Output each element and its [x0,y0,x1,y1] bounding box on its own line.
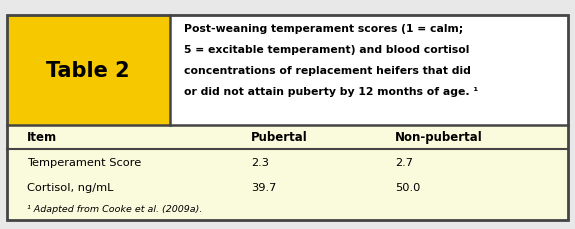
Text: Table 2: Table 2 [47,61,130,81]
Text: 50.0: 50.0 [395,183,420,193]
Text: Pubertal: Pubertal [251,131,308,144]
Bar [7,125,568,220]
Text: 39.7: 39.7 [251,183,277,193]
Text: Post-weaning temperament scores (1 = calm;: Post-weaning temperament scores (1 = cal… [184,24,463,34]
Text: ¹ Adapted from Cooke et al. (2009a).: ¹ Adapted from Cooke et al. (2009a). [27,204,202,213]
Text: Cortisol, ng/mL: Cortisol, ng/mL [27,183,113,193]
Text: 2.3: 2.3 [251,157,269,167]
Text: or did not attain puberty by 12 months of age. ¹: or did not attain puberty by 12 months o… [184,87,478,97]
Text: Item: Item [27,131,57,144]
Bar [7,16,170,125]
Text: Non-pubertal: Non-pubertal [395,131,483,144]
Text: 2.7: 2.7 [395,157,413,167]
Text: Temperament Score: Temperament Score [27,157,141,167]
Bar [170,16,568,125]
Text: concentrations of replacement heifers that did: concentrations of replacement heifers th… [184,66,471,76]
Bar [7,16,568,220]
Text: 5 = excitable temperament) and blood cortisol: 5 = excitable temperament) and blood cor… [184,45,469,55]
